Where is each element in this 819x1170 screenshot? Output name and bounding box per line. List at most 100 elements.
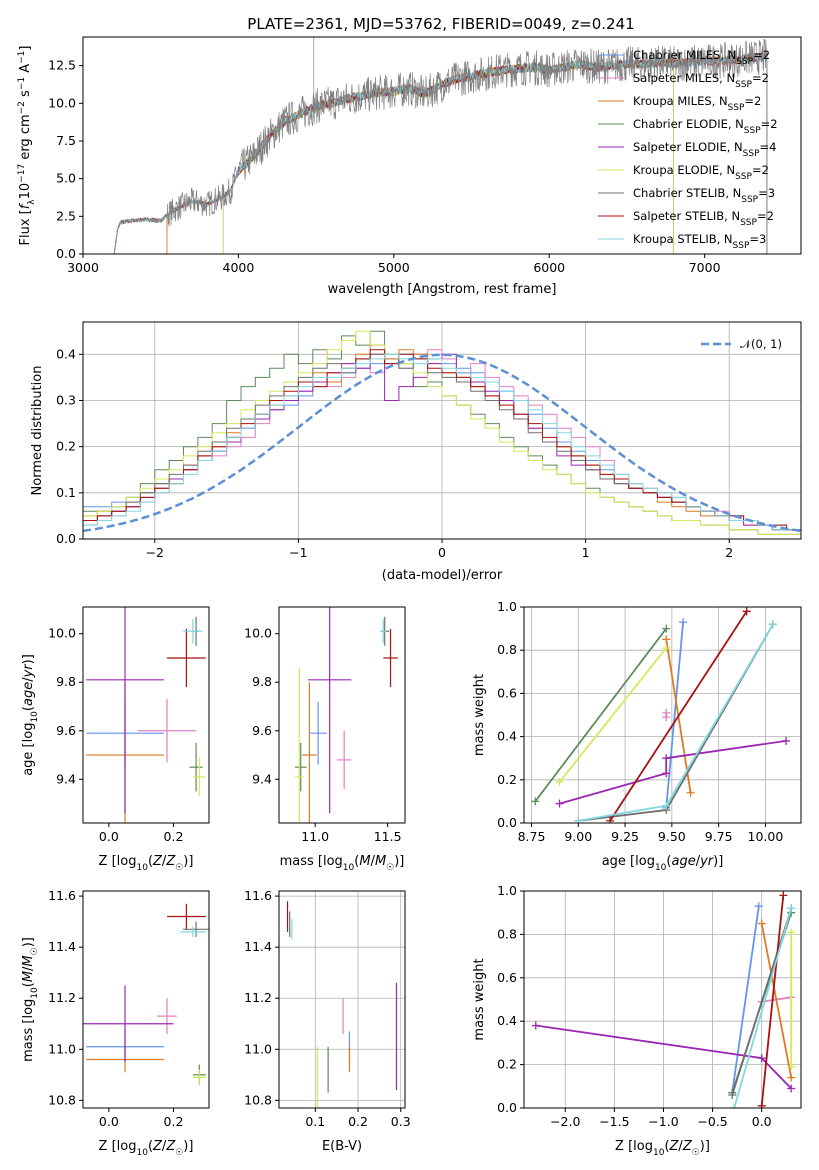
y-tick-label: 12.5 xyxy=(48,58,76,73)
y-tick-label: 0.8 xyxy=(497,642,517,657)
model-spectrum-line xyxy=(222,58,674,254)
x-tick-label: 0.2 xyxy=(164,1114,184,1129)
y-tick-label: 9.6 xyxy=(252,723,272,738)
x-axis-label: wavelength [Angstrom, rest frame] xyxy=(328,282,557,297)
weight-marker xyxy=(742,607,751,616)
axes-frame xyxy=(82,36,802,255)
x-axis-label: Z [log10(Z/Z☉)] xyxy=(99,854,194,873)
x-tick-label: 0.3 xyxy=(391,1114,411,1129)
weight-marker xyxy=(787,928,796,937)
weight-line xyxy=(733,908,793,1108)
error-bars xyxy=(294,607,398,823)
weight-marker xyxy=(730,1104,739,1108)
weight-marker xyxy=(555,799,564,808)
x-tick-label: −2 xyxy=(146,545,164,560)
y-tick-label: 0.3 xyxy=(56,392,76,407)
weight-marker xyxy=(662,769,671,778)
figure-title: PLATE=2361, MJD=53762, FIBERID=0049, z=0… xyxy=(247,15,634,33)
y-tick-label: 11.0 xyxy=(244,1041,272,1056)
weight-line xyxy=(760,895,785,1106)
weight-marker xyxy=(754,902,763,911)
x-axis-label: age [log10(age/yr)] xyxy=(602,854,724,873)
weight-marker xyxy=(787,904,796,913)
axes-frame xyxy=(82,890,210,1109)
y-tick-label: 11.2 xyxy=(48,990,76,1005)
weight-line xyxy=(731,906,760,1093)
y-tick-label: 0.2 xyxy=(56,439,76,454)
x-tick-label: 0.2 xyxy=(164,829,184,844)
weight-marker xyxy=(787,1084,796,1093)
y-tick-label: 10.0 xyxy=(48,626,76,641)
y-tick-label: 11.4 xyxy=(244,939,272,954)
weight-marker xyxy=(779,891,788,900)
legend-label: Kroupa STELIB, NSSP=3 xyxy=(633,232,766,251)
weight-line xyxy=(731,908,793,1096)
x-axis-label: mass [log10(M/M☉)] xyxy=(280,854,405,873)
axes-frame xyxy=(278,606,406,824)
x-tick-label: 4000 xyxy=(223,260,255,275)
y-tick-label: 5.0 xyxy=(56,171,76,186)
y-tick-label: 0.0 xyxy=(497,1100,517,1115)
y-tick-label: 0.0 xyxy=(497,815,517,830)
y-tick-label: 9.4 xyxy=(56,771,76,786)
legend-label: Salpeter MILES, NSSP=2 xyxy=(633,71,769,90)
y-tick-label: 11.4 xyxy=(48,939,76,954)
y-axis-label: Normed distribution xyxy=(30,366,45,496)
weight-marker xyxy=(787,1062,796,1071)
y-tick-label: 0.6 xyxy=(497,685,517,700)
y-tick-label: 0.4 xyxy=(497,1013,517,1028)
residuals-panel: −2 −1 0 1 2 0.0 0.1 0.2 0.3 0.4 (data-model)/error… xyxy=(30,321,802,583)
y-tick-label: 2.5 xyxy=(56,208,76,223)
y-axis-label: Flux [fλ10−17 erg cm−2 s−1 A−1] xyxy=(17,46,37,246)
weight-marker xyxy=(574,816,583,823)
y-tick-label: 1.0 xyxy=(497,599,517,614)
weight-marker xyxy=(531,1021,540,1030)
x-tick-label: 7000 xyxy=(689,260,721,275)
weight-lines xyxy=(531,607,791,823)
histogram-step-line xyxy=(83,353,801,539)
weight-marker xyxy=(662,708,671,717)
x-tick-label: 0.0 xyxy=(99,829,119,844)
y-tick-label: 1.0 xyxy=(497,883,517,898)
x-tick-label: 10.00 xyxy=(748,829,784,844)
y-tick-label: 0.4 xyxy=(56,346,76,361)
weight-line xyxy=(609,610,748,822)
weight-marker xyxy=(662,801,671,810)
x-tick-label: 9.50 xyxy=(658,829,686,844)
x-tick-label: 2 xyxy=(725,545,733,560)
y-tick-label: 0.1 xyxy=(56,485,76,500)
axes-frame xyxy=(278,890,406,1109)
legend-label: Chabrier ELODIE, NSSP=2 xyxy=(633,117,778,136)
y-axis-label: mass [log10(M/M☉)] xyxy=(21,937,40,1062)
x-axis-label: E(B-V) xyxy=(322,1139,362,1154)
y-tick-label: 11.6 xyxy=(244,888,272,903)
x-tick-label: 6000 xyxy=(533,260,565,275)
x-axis-label: (data-model)/error xyxy=(382,568,503,583)
axes-frame xyxy=(82,321,802,540)
error-bars xyxy=(83,903,209,1086)
x-tick-label: 11.0 xyxy=(301,829,329,844)
legend-label: Kroupa ELODIE, NSSP=2 xyxy=(633,163,769,182)
y-axis-label: mass weight xyxy=(472,674,487,756)
weight-marker xyxy=(662,644,671,653)
histogram-lines xyxy=(83,330,801,539)
x-axis-label: Z [log10(Z/Z☉)] xyxy=(615,1139,710,1158)
y-tick-label: 10.8 xyxy=(48,1092,76,1107)
legend-label: Salpeter STELIB, NSSP=2 xyxy=(633,209,774,228)
mass-weight-vs-age-panel: 8.75 9.00 9.25 9.50 9.75 10.00 0.0 0.2 0.4 0.6 0.8… xyxy=(472,599,802,873)
legend-label: Salpeter ELODIE, NSSP=4 xyxy=(633,140,776,159)
x-tick-label: −1.0 xyxy=(648,1114,678,1129)
x-tick-label: 9.25 xyxy=(611,829,639,844)
x-axis-label: Z [log10(Z/Z☉)] xyxy=(99,1139,194,1158)
y-tick-label: 9.4 xyxy=(252,771,272,786)
axes-frame xyxy=(523,890,802,1109)
weight-marker xyxy=(757,1101,766,1108)
y-tick-label: 0.4 xyxy=(497,729,517,744)
y-tick-label: 11.2 xyxy=(244,990,272,1005)
weight-line xyxy=(558,647,667,783)
y-tick-label: 0.0 xyxy=(56,531,76,546)
age-vs-metallicity-panel: 0.0 0.2 9.4 9.6 9.8 10.0 Z [log10(Z/Z☉)] age [l… xyxy=(21,606,210,873)
weight-line xyxy=(760,923,793,1078)
mass-vs-extinction-panel: 0.1 0.2 0.3 10.8 11.0 11.2 11.4 11.6 E(B-V) xyxy=(244,888,411,1154)
